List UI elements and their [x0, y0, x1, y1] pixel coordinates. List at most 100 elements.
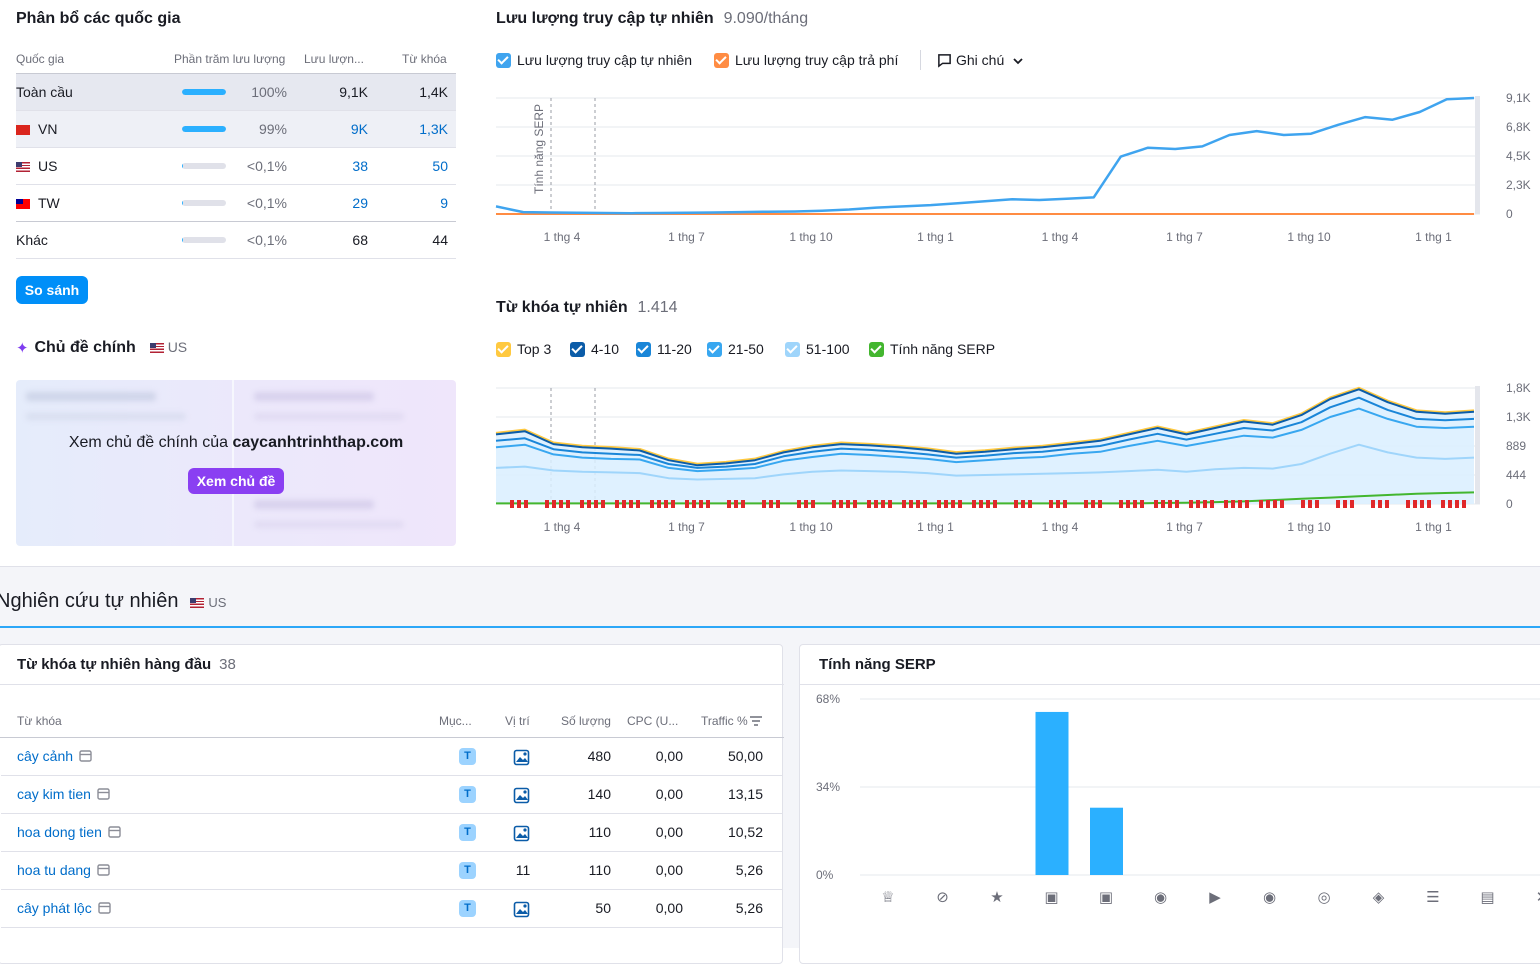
serp-snapshot-icon[interactable] [108, 826, 121, 838]
keyword-traffic: 5,26 [735, 862, 763, 878]
legend-item[interactable]: 4-10 [570, 341, 619, 357]
tw-flag-icon [16, 199, 30, 209]
y-tick-label: 889 [1506, 439, 1526, 453]
serp-flag-marker [937, 500, 941, 508]
country-traffic[interactable]: 9K [350, 121, 368, 137]
legend-item[interactable]: Top 3 [496, 341, 551, 357]
keywords-area-chart[interactable]: 0 444 889 1,3K 1,8K 1 thg 4 1 thg 7 1 thg 10 1 t… [490, 376, 1540, 542]
checkbox-icon[interactable] [714, 53, 729, 68]
keyword-link[interactable]: cây phát lộc [17, 900, 111, 916]
serp-flag-marker [874, 500, 878, 508]
col-volume[interactable]: Số lượng [561, 714, 611, 728]
legend-organic[interactable]: Lưu lượng truy cập tự nhiên [496, 52, 692, 68]
legend-label: 51-100 [806, 341, 850, 357]
intent-badge: T [459, 824, 476, 841]
serp-flag-marker [1273, 500, 1277, 508]
serp-flag-marker [1238, 500, 1242, 508]
sort-icon[interactable] [749, 715, 763, 727]
checkbox-icon[interactable] [707, 342, 722, 357]
x-tick-label: 1 thg 1 [1415, 520, 1452, 534]
x-tick-label: 1 thg 7 [1166, 520, 1203, 534]
serp-flag-marker [727, 500, 731, 508]
legend-item[interactable]: 51-100 [785, 341, 850, 357]
top-keywords-title: Từ khóa tự nhiên hàng đầu [17, 656, 212, 673]
serp-flag-marker [839, 500, 843, 508]
traffic-share-bar [182, 89, 226, 95]
image-serp-icon[interactable] [513, 787, 530, 804]
serp-flag-marker [1266, 500, 1270, 508]
top-keywords-header: Từ khóa tự nhiên hàng đầu 38 [17, 656, 236, 673]
legend-item[interactable]: 11-20 [636, 341, 692, 357]
keyword-text[interactable]: cay kim tien [17, 786, 91, 802]
col-cpc[interactable]: CPC (U... [627, 714, 679, 728]
serp-flag-marker [1462, 500, 1466, 508]
col-intent[interactable]: Mục... [439, 714, 472, 728]
keyword-cpc: 0,00 [655, 862, 683, 878]
y-tick-label: 9,1K [1506, 91, 1531, 105]
serp-flag-marker [594, 500, 598, 508]
col-keyword[interactable]: Từ khóa [17, 714, 62, 728]
serp-snapshot-icon[interactable] [79, 750, 92, 762]
col-traffic[interactable]: Lưu lượn... [304, 52, 364, 66]
country-traffic[interactable]: 38 [352, 158, 368, 174]
country-keywords[interactable]: 1,3K [419, 121, 448, 137]
image-serp-icon[interactable] [513, 901, 530, 918]
checkbox-icon[interactable] [496, 53, 511, 68]
serp-flag-marker [1021, 500, 1025, 508]
serp-features-card: Tính năng SERP 0% 34% 68% ♕ ⊘ ★ ▣ ▣ ◉ ▶ ◉ ◎ ◈ ☰ ▤ ✕ [799, 644, 1540, 964]
keyword-link[interactable]: cây cảnh [17, 748, 92, 764]
range-handle [1475, 96, 1480, 214]
col-position[interactable]: Vị trí [505, 714, 530, 728]
serp-flag-marker [1203, 500, 1207, 508]
checkbox-icon[interactable] [869, 342, 884, 357]
notes-dropdown[interactable]: Ghi chú [937, 52, 1024, 68]
legend-label: 4-10 [591, 341, 620, 357]
image-serp-icon[interactable] [513, 825, 530, 842]
country-keywords[interactable]: 50 [432, 158, 448, 174]
serp-flag-marker [1350, 500, 1354, 508]
checkbox-icon[interactable] [636, 342, 651, 357]
country-row[interactable]: US <0,1% 38 50 [16, 148, 456, 185]
serp-snapshot-icon[interactable] [98, 902, 111, 914]
traffic-chart-value: 9.090/tháng [723, 10, 809, 27]
col-traffic-pct[interactable]: Traffic % [701, 714, 748, 728]
serp-snapshot-icon[interactable] [97, 788, 110, 800]
main-topics-prompt: Xem chủ đề chính của caycanhtrinhthap.co… [16, 434, 456, 452]
serp-flag-marker [1014, 500, 1018, 508]
keyword-row: hoa tu dang T 11 110 0,00 5,26 [1, 852, 783, 890]
compare-button[interactable]: So sánh [16, 276, 88, 304]
serp-flag-marker [671, 500, 675, 508]
serp-flag-marker [811, 500, 815, 508]
traffic-line-chart[interactable]: 0 2,3K 4,5K 6,8K 9,1K 1 thg 4 1 thg 7 1 thg 10 1… [490, 86, 1540, 252]
legend-item[interactable]: Tính năng SERP [869, 341, 995, 357]
country-label: Toàn cầu [16, 84, 73, 100]
country-row[interactable]: Khác <0,1% 68 44 [16, 222, 456, 259]
checkbox-icon[interactable] [496, 342, 511, 357]
checkbox-icon[interactable] [785, 342, 800, 357]
country-traffic[interactable]: 29 [352, 195, 368, 211]
keyword-link[interactable]: cay kim tien [17, 786, 110, 802]
keyword-text[interactable]: cây phát lộc [17, 900, 92, 916]
keywords-series-line [495, 388, 1475, 467]
legend-paid[interactable]: Lưu lượng truy cập trả phí [714, 52, 898, 68]
country-row[interactable]: VN 99% 9K 1,3K [16, 111, 456, 148]
checkbox-icon[interactable] [570, 342, 585, 357]
serp-snapshot-icon[interactable] [97, 864, 110, 876]
serp-flag-marker [1175, 500, 1179, 508]
organic-research-section: Nghiên cứu tự nhiên US Từ khóa tự nhiên … [0, 567, 1540, 964]
col-keywords[interactable]: Từ khóa [402, 52, 447, 66]
country-row[interactable]: TW <0,1% 29 9 [16, 185, 456, 222]
keyword-text[interactable]: hoa tu dang [17, 862, 91, 878]
organic-traffic-line [495, 96, 1475, 215]
keyword-link[interactable]: hoa tu dang [17, 862, 110, 878]
y-tick-label: 68% [816, 692, 840, 706]
country-row[interactable]: Toàn cầu 100% 9,1K 1,4K [16, 74, 456, 111]
keyword-link[interactable]: hoa dong tien [17, 824, 121, 840]
view-topics-button[interactable]: Xem chủ đề [188, 468, 284, 494]
legend-item[interactable]: 21-50 [707, 341, 764, 357]
serp-features-bar-chart[interactable]: 0% 34% 68% ♕ ⊘ ★ ▣ ▣ ◉ ▶ ◉ ◎ ◈ ☰ ▤ ✕ [800, 685, 1540, 955]
country-keywords[interactable]: 9 [440, 195, 448, 211]
image-serp-icon[interactable] [513, 749, 530, 766]
keyword-text[interactable]: hoa dong tien [17, 824, 102, 840]
keyword-text[interactable]: cây cảnh [17, 748, 74, 764]
